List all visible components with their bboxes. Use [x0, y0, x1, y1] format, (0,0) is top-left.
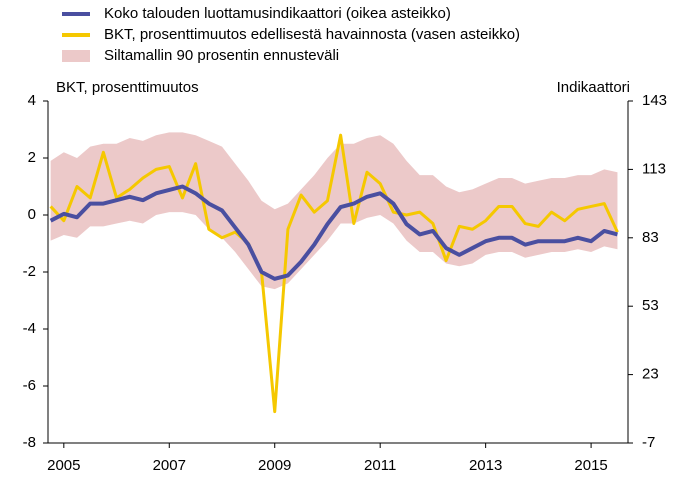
legend-label: Siltamallin 90 prosentin ennusteväli [104, 47, 339, 64]
y2-tick-label: 83 [642, 229, 659, 246]
x-tick-label: 2011 [364, 457, 396, 474]
series-line [49, 133, 619, 414]
y-tick-label: 0 [28, 206, 36, 223]
legend-label: BKT, prosenttimuutos edellisestä havainn… [104, 26, 520, 43]
x-tick-label: 2013 [469, 457, 502, 474]
x-tick-label: 2015 [574, 457, 607, 474]
y2-tick-label: 53 [642, 297, 659, 314]
x-tick-label: 2005 [47, 457, 80, 474]
y-tick-label: -8 [23, 434, 36, 451]
y-axis-title: BKT, prosenttimuutos [56, 79, 199, 96]
y2-tick-label: 143 [642, 92, 667, 109]
y-tick-label: -6 [23, 377, 36, 394]
legend-swatch [62, 50, 90, 62]
legend-label: Koko talouden luottamusindikaattori (oik… [104, 5, 451, 22]
y-tick-label: 2 [28, 149, 36, 166]
y2-tick-label: -7 [642, 434, 655, 451]
y2-axis-title: Indikaattori [557, 79, 630, 96]
forecast-band [50, 132, 618, 290]
y-tick-label: -2 [23, 263, 36, 280]
x-tick-label: 2009 [258, 457, 291, 474]
y-tick-label: 4 [28, 92, 36, 109]
y-tick-label: -4 [23, 320, 36, 337]
y2-tick-label: 113 [642, 160, 666, 177]
series-line [49, 184, 618, 281]
y2-tick-label: 23 [642, 366, 659, 383]
x-tick-label: 2007 [153, 457, 186, 474]
